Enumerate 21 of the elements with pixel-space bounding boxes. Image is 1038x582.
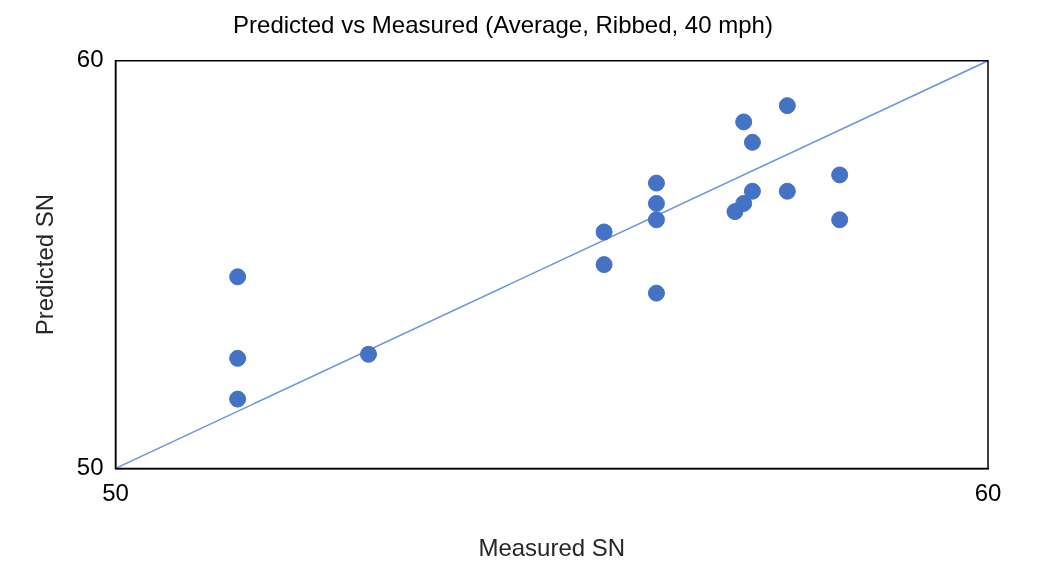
point [229,349,247,367]
point [831,211,849,229]
point [647,211,665,229]
point [735,194,753,212]
chart-title: Predicted vs Measured (Average, Ribbed, 40 mph) [233,11,773,39]
point [360,345,378,363]
point [831,166,849,184]
point [647,194,665,212]
x-axis-title: Measured SN [478,534,626,562]
point [743,182,761,200]
y-axis-title: Predicted SN [31,193,59,336]
point [735,113,753,131]
point [595,223,613,241]
point [778,97,796,115]
point [595,256,613,274]
point [229,268,247,286]
point [778,182,796,200]
point [647,174,665,192]
point [229,390,247,408]
point [743,133,761,151]
point [647,284,665,302]
